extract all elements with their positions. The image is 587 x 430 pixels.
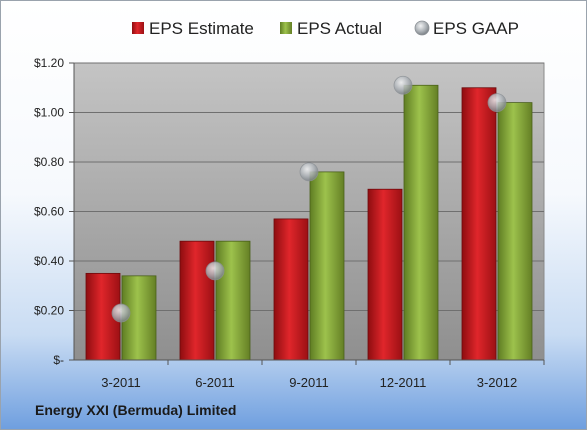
x-tick-label: 3-2012 [477,375,517,390]
bar-eps-estimate [179,240,215,361]
y-tick-label: $0.80 [34,155,64,169]
bar-eps-actual [215,240,251,361]
y-tick-label: $0.60 [34,205,64,219]
x-tick-label: 6-2011 [195,375,235,390]
bar-eps-estimate [367,188,403,361]
x-tick-label: 3-2011 [101,375,141,390]
legend-swatch-actual [280,22,292,34]
legend-label: EPS GAAP [433,19,519,38]
y-tick-label: $1.20 [34,56,64,70]
legend-marker-gaap [414,20,430,36]
bar-eps-estimate [273,218,309,361]
x-tick-label: 9-2011 [289,375,329,390]
legend-swatch-estimate [132,22,144,34]
bars [85,84,533,361]
y-tick-label: $- [53,353,64,367]
y-tick-label: $1.00 [34,106,64,120]
bar-eps-actual [309,171,345,361]
marker-eps-gaap [393,75,413,95]
bar-eps-actual [497,102,533,361]
marker-eps-gaap [299,162,319,182]
marker-eps-gaap [487,93,507,112]
x-tick-label: 12-2011 [380,375,427,390]
company-name: Energy XXI (Bermuda) Limited [35,402,237,418]
y-tick-label: $0.20 [34,304,64,318]
legend: EPS Estimate EPS Actual EPS GAAP [132,19,519,38]
marker-eps-gaap [205,261,225,281]
gaap-markers [111,75,507,323]
axes: $- $0.20 $0.40 $0.60 $0.80 $1.00 $1.20 3-2011 6-… [34,56,545,390]
legend-label: EPS Estimate [149,19,254,38]
y-tick-label: $0.40 [34,254,64,268]
bar-eps-estimate [461,87,497,361]
bar-eps-actual [403,84,439,361]
legend-label: EPS Actual [297,19,382,38]
marker-eps-gaap [111,303,131,323]
